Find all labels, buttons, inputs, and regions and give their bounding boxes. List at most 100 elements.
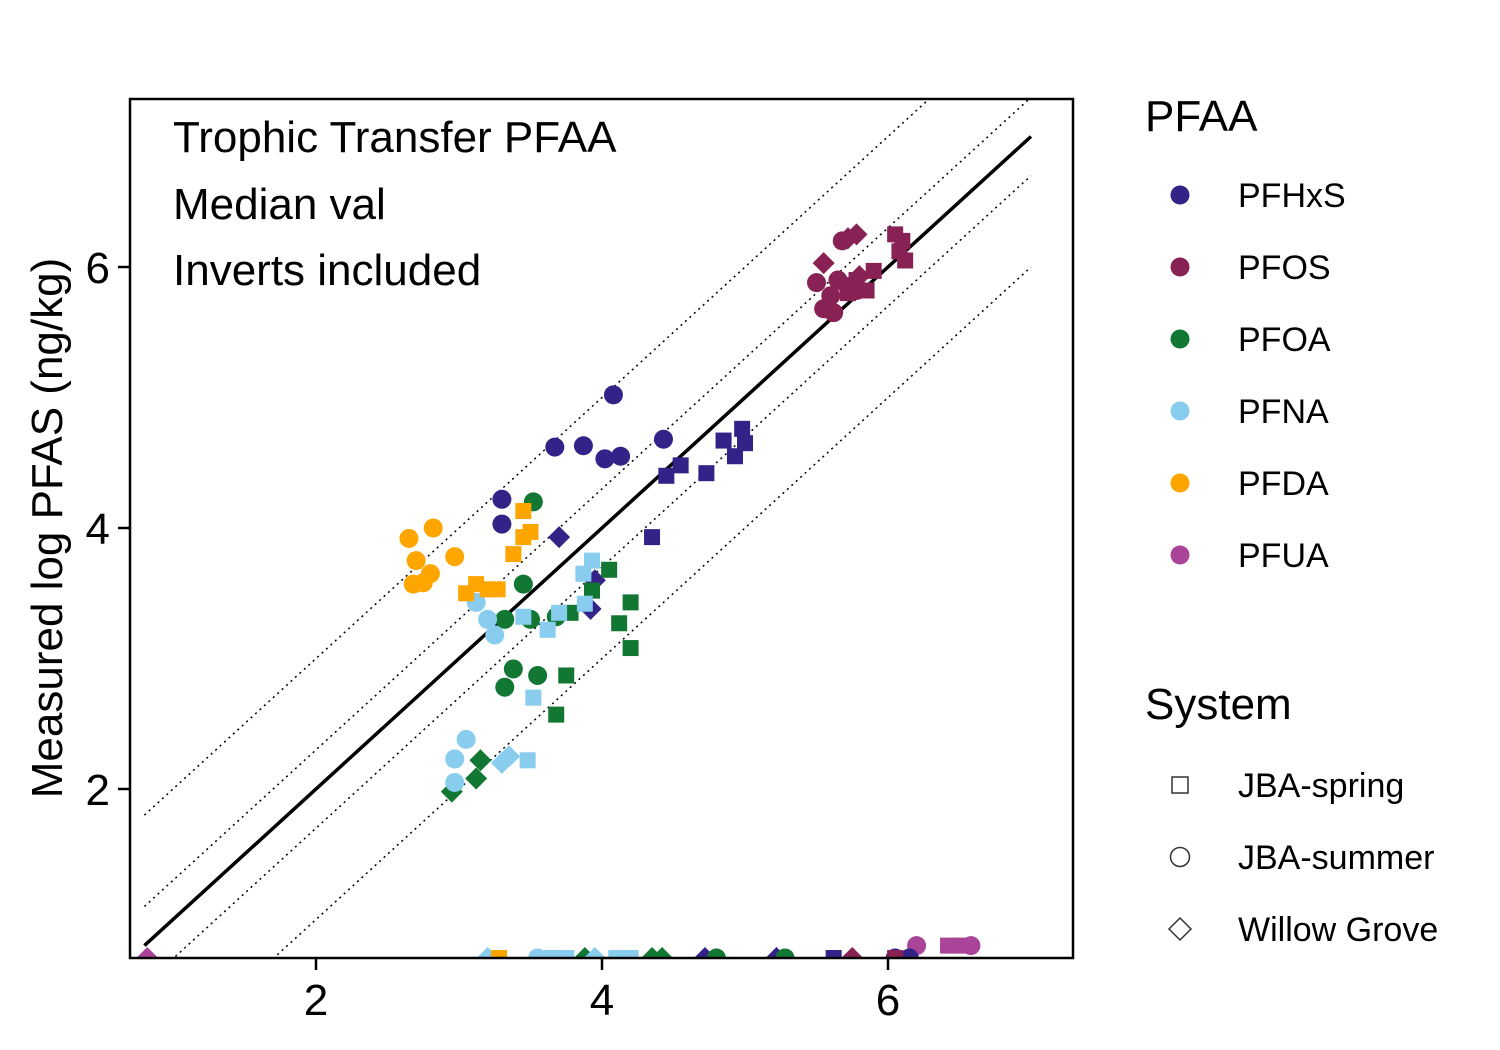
point-pfna-jba-summer [456, 729, 476, 749]
axis-point-pfna-jba-spring [622, 950, 639, 958]
point-pfoa-jba-summer [528, 665, 548, 685]
axis-point-pfhxs-jba-spring [825, 950, 842, 958]
point-pfoa-jba-summer [495, 609, 515, 629]
point-pfna-jba-spring [551, 604, 568, 621]
annotation-line-1: Trophic Transfer PFAA [173, 113, 617, 162]
point-pfhxs-jba-spring [734, 420, 751, 437]
point-pfoa-jba-spring [622, 640, 639, 657]
point-pfda-jba-summer [399, 528, 419, 548]
point-pfos-willow-grove [848, 265, 871, 288]
point-pfhxs-jba-summer [595, 449, 615, 469]
point-pfna-jba-summer [445, 749, 465, 769]
point-pfda-jba-spring [522, 523, 539, 540]
legend-label-jba-summer: JBA-summer [1238, 839, 1434, 877]
point-pfna-jba-spring [515, 608, 532, 625]
axis-point-pfna-jba-spring [543, 950, 560, 958]
point-pfhxs-jba-summer [603, 385, 623, 405]
legend-key-pfos [1170, 257, 1190, 277]
point-pfoa-jba-spring [622, 594, 639, 611]
legend-key-pfna [1170, 401, 1190, 421]
axis-point-pfoa-jba-summer [706, 948, 726, 958]
legend-key-pfoa [1170, 329, 1190, 349]
x-tick-label: 6 [876, 976, 900, 1025]
point-pfhxs-jba-spring [644, 529, 661, 546]
legend-label-pfhxs: PFHxS [1238, 177, 1346, 215]
annotation-line-2: Median val [173, 180, 386, 229]
point-pfhxs-jba-spring [698, 465, 715, 482]
point-pfoa-jba-summer [513, 574, 533, 594]
axis-point-pfna-willow-grove [583, 947, 606, 958]
point-pfos-jba-spring [839, 285, 856, 302]
axis-point-pfoa-jba-summer [775, 948, 795, 958]
legend-label-pfoa: PFOA [1238, 321, 1331, 359]
point-pfna-jba-spring [576, 595, 593, 612]
y-tick-label: 2 [86, 766, 110, 815]
y-tick-label: 4 [86, 505, 110, 554]
point-pfhxs-jba-summer [573, 436, 593, 456]
y-axis-title: Measured log PFAS (ng/kg) [23, 258, 72, 798]
point-pfua-jba-spring [940, 937, 957, 954]
legend-key-pfhxs [1170, 185, 1190, 205]
point-pfhxs-jba-spring [658, 467, 675, 484]
axis-point-pfna-jba-spring [608, 950, 625, 958]
point-pfoa-willow-grove [465, 767, 488, 790]
point-pfda-jba-spring [505, 546, 522, 563]
offset-line-2 [143, 99, 1031, 908]
axis-point-pfoa-willow-grove [651, 947, 674, 958]
legend-label-pfna: PFNA [1238, 393, 1329, 431]
point-pfhxs-jba-summer [653, 429, 673, 449]
x-tick-label: 4 [590, 976, 614, 1025]
point-pfda-jba-spring [489, 581, 506, 598]
x-axis: 2 4 6 [304, 958, 900, 1025]
point-pfda-jba-spring [515, 503, 532, 520]
point-pfhxs-jba-spring [737, 435, 753, 452]
point-pfda-jba-summer [423, 518, 443, 538]
legend-key-pfua [1170, 545, 1190, 565]
legend-label-pfda: PFDA [1238, 465, 1329, 503]
point-pfos-jba-spring [865, 262, 882, 279]
y-axis: 2 4 6 [86, 244, 130, 815]
legend-key-jba-spring [1171, 776, 1189, 794]
point-pfoa-jba-spring [601, 561, 618, 578]
legend-key-jba-summer [1169, 846, 1191, 868]
legend-label-pfua: PFUA [1238, 537, 1329, 575]
legend-pfaa-title: PFAA [1145, 92, 1258, 141]
legend-system: System JBA-spring JBA-summer Willow Grove [1145, 680, 1438, 949]
annotation-line-3: Inverts included [173, 246, 481, 295]
point-pfna-jba-summer [445, 772, 465, 792]
point-pfos-jba-summer [807, 273, 826, 293]
axis-point-pfna-jba-spring [558, 950, 575, 958]
y-tick-label: 6 [86, 244, 110, 293]
axis-point-pfda-jba-spring [491, 950, 508, 958]
legend-system-title: System [1145, 680, 1292, 729]
legend-key-pfda [1170, 473, 1190, 493]
reference-lines [143, 99, 1033, 958]
legend-label-pfos: PFOS [1238, 249, 1331, 287]
point-pfos-willow-grove [845, 223, 868, 246]
legend-label-willow-grove: Willow Grove [1238, 911, 1438, 949]
axis-point-pfna-jba-summer [528, 948, 548, 958]
point-pfos-jba-spring [891, 243, 908, 260]
point-pfna-willow-grove [490, 751, 513, 774]
point-pfos-jba-summer [824, 303, 844, 323]
point-pfhxs-jba-summer [492, 489, 512, 509]
point-pfhxs-willow-grove [548, 526, 571, 549]
point-pfhxs-jba-summer [492, 514, 512, 534]
point-pfna-jba-spring [575, 565, 592, 582]
point-pfna-jba-spring [519, 752, 536, 769]
axis-point-pfhxs-jba-summer [899, 948, 919, 958]
x-tick-label: 2 [304, 976, 328, 1025]
point-pfos-jba-summer [821, 286, 841, 306]
point-pfhxs-jba-spring [672, 457, 689, 474]
point-pfoa-jba-summer [503, 659, 523, 679]
offset-line-4 [272, 266, 1032, 958]
axis-point-pfos-willow-grove [841, 947, 864, 958]
point-pfoa-jba-spring [548, 706, 565, 723]
point-pfda-jba-summer [445, 547, 465, 567]
axis-point-pfua-willow-grove [136, 947, 159, 958]
point-pfna-jba-spring [525, 689, 542, 706]
point-pfoa-jba-spring [558, 667, 575, 684]
point-pfhxs-jba-summer [545, 437, 565, 457]
point-pfna-jba-summer [478, 609, 498, 629]
